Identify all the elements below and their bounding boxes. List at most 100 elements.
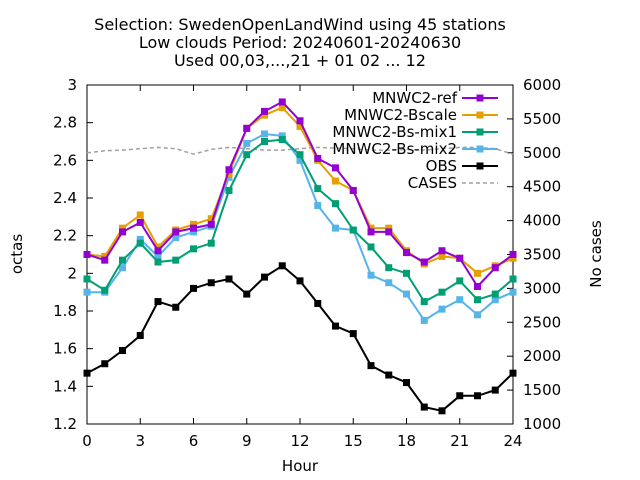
data-point-mnwc2-bs-mix2 xyxy=(509,288,517,296)
data-point-mnwc2-bscale xyxy=(154,243,162,251)
data-point-mnwc2-bs-mix2 xyxy=(456,296,464,304)
data-point-mnwc2-bs-mix1 xyxy=(349,226,357,234)
y2-tick-label: 4500 xyxy=(523,178,561,196)
data-point-mnwc2-ref xyxy=(101,256,109,264)
data-point-mnwc2-bscale xyxy=(190,220,197,228)
x-tick-label: 3 xyxy=(135,432,145,450)
y2-tick-label: 2500 xyxy=(523,313,561,331)
data-point-mnwc2-bscale xyxy=(385,224,393,232)
legend-label-obs: OBS xyxy=(426,157,457,175)
legend-item-obs: OBS xyxy=(426,157,498,175)
y-tick-label: 2.4 xyxy=(53,189,77,207)
data-point-mnwc2-ref xyxy=(136,218,144,226)
data-point-obs xyxy=(154,298,162,306)
data-point-mnwc2-bs-mix2 xyxy=(438,305,446,313)
data-point-mnwc2-bscale xyxy=(101,252,109,260)
data-point-obs xyxy=(207,279,215,287)
data-point-obs xyxy=(261,273,268,281)
series-cases xyxy=(86,146,514,155)
y2-tick-label: 3500 xyxy=(523,246,561,264)
data-point-mnwc2-ref xyxy=(207,220,215,228)
y-tick-label: 1.2 xyxy=(53,415,77,433)
y-tick-label: 1.6 xyxy=(53,340,77,358)
data-point-mnwc2-ref xyxy=(385,228,393,236)
title-line-2: Low clouds Period: 20240601-20240630 xyxy=(139,33,461,52)
data-point-mnwc2-bs-mix1 xyxy=(243,151,251,159)
data-point-mnwc2-bs-mix1 xyxy=(491,290,499,298)
data-point-mnwc2-bs-mix1 xyxy=(278,136,286,144)
x-tick-label: 21 xyxy=(450,432,469,450)
y-axis-label: octas xyxy=(8,234,26,274)
legend-item-mnwc2-bs-mix2: MNWC2-Bs-mix2 xyxy=(332,140,498,158)
data-point-obs xyxy=(243,290,251,298)
data-point-mnwc2-bs-mix1 xyxy=(385,264,393,272)
legend-item-mnwc2-bs-mix1: MNWC2-Bs-mix1 xyxy=(332,123,498,141)
data-point-mnwc2-ref xyxy=(243,124,251,132)
legend-marker-mnwc2-bscale xyxy=(476,111,484,119)
data-point-mnwc2-bs-mix1 xyxy=(261,138,268,145)
data-point-mnwc2-ref xyxy=(420,258,428,266)
data-point-mnwc2-bs-mix1 xyxy=(296,151,304,159)
data-point-obs xyxy=(190,284,197,292)
data-point-mnwc2-bs-mix2 xyxy=(278,132,286,140)
data-point-mnwc2-ref xyxy=(403,249,410,257)
x-tick-label: 18 xyxy=(397,432,416,450)
data-point-mnwc2-bs-mix2 xyxy=(154,252,162,260)
y2-tick-label: 2000 xyxy=(523,347,561,365)
data-point-mnwc2-bs-mix2 xyxy=(296,156,304,164)
legend-label-mnwc2-bs-mix2: MNWC2-Bs-mix2 xyxy=(332,140,457,158)
y-tick-label: 2.8 xyxy=(53,114,77,132)
data-point-obs xyxy=(491,386,499,394)
legend-label-mnwc2-ref: MNWC2-ref xyxy=(372,89,457,107)
data-point-mnwc2-ref xyxy=(296,117,304,125)
data-point-obs xyxy=(474,392,481,400)
data-point-mnwc2-ref xyxy=(261,107,268,115)
legend-marker-mnwc2-bs-mix2 xyxy=(476,145,484,153)
data-point-obs xyxy=(403,379,410,387)
y-tick-label: 1.4 xyxy=(53,377,77,395)
data-point-mnwc2-ref xyxy=(367,228,375,236)
data-point-mnwc2-bscale xyxy=(509,254,517,262)
x-axis-label: Hour xyxy=(282,457,319,475)
data-point-mnwc2-bs-mix2 xyxy=(367,271,375,279)
data-point-mnwc2-bs-mix1 xyxy=(83,275,91,283)
data-point-mnwc2-bs-mix1 xyxy=(136,239,144,247)
y2-tick-label: 4000 xyxy=(523,212,561,230)
data-point-mnwc2-ref xyxy=(438,247,446,255)
data-point-mnwc2-bscale xyxy=(474,269,481,277)
data-point-mnwc2-bs-mix1 xyxy=(172,256,180,264)
data-point-mnwc2-bs-mix2 xyxy=(225,173,233,181)
data-point-mnwc2-bscale xyxy=(225,170,233,178)
data-point-mnwc2-bs-mix2 xyxy=(474,311,481,319)
data-point-mnwc2-ref xyxy=(349,186,357,194)
data-point-obs xyxy=(349,330,357,338)
data-point-mnwc2-ref xyxy=(225,166,233,174)
data-point-obs xyxy=(385,371,393,379)
y2-tick-label: 5500 xyxy=(523,110,561,128)
data-point-obs xyxy=(314,299,322,307)
data-point-mnwc2-bs-mix2 xyxy=(172,234,180,242)
data-point-mnwc2-bscale xyxy=(119,224,126,232)
y-tick-label: 2.6 xyxy=(53,151,77,169)
y2-tick-label: 1500 xyxy=(523,381,561,399)
data-point-mnwc2-bs-mix1 xyxy=(420,298,428,306)
data-point-mnwc2-bs-mix1 xyxy=(119,256,126,264)
data-point-mnwc2-bs-mix1 xyxy=(367,243,375,251)
data-point-mnwc2-bs-mix2 xyxy=(243,139,251,147)
data-point-obs xyxy=(101,360,109,368)
data-point-mnwc2-bscale xyxy=(438,252,446,260)
data-point-mnwc2-bs-mix2 xyxy=(420,316,428,324)
legend-item-mnwc2-bscale: MNWC2-Bscale xyxy=(344,106,498,124)
series-layer xyxy=(83,98,517,415)
data-point-mnwc2-bs-mix1 xyxy=(101,286,109,294)
x-tick-label: 12 xyxy=(290,432,309,450)
data-point-obs xyxy=(278,262,286,270)
y-tick-label: 1.8 xyxy=(53,302,77,320)
legend: MNWC2-refMNWC2-BscaleMNWC2-Bs-mix1MNWC2-… xyxy=(332,89,498,192)
data-point-mnwc2-bs-mix1 xyxy=(154,258,162,266)
series-obs xyxy=(83,262,517,415)
data-point-mnwc2-ref xyxy=(474,283,481,291)
data-point-mnwc2-bscale xyxy=(261,111,268,119)
data-point-obs xyxy=(296,277,304,285)
